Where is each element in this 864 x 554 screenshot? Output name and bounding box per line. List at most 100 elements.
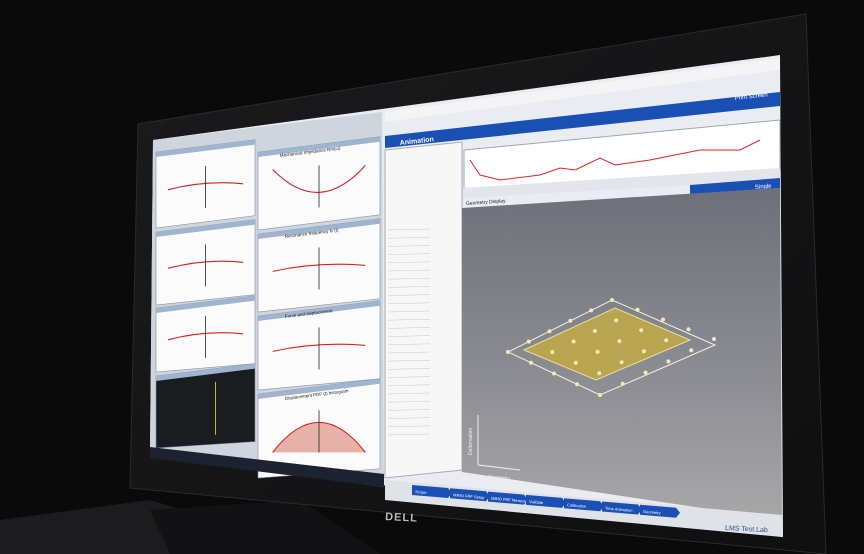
- plot-header: [258, 378, 380, 399]
- plot-header: [156, 219, 255, 237]
- geometry-node: [598, 393, 602, 397]
- workflow-tab-label[interactable]: Geometry: [643, 509, 661, 516]
- plot-header: [258, 218, 380, 239]
- geometry-node: [592, 328, 597, 333]
- brand: LMS Test.Lab: [725, 525, 768, 534]
- geometry-node: [666, 359, 671, 364]
- geometry-node: [552, 371, 556, 376]
- geometry-node: [712, 337, 716, 341]
- taskbar: [150, 447, 384, 487]
- table-row: [387, 310, 431, 313]
- table-row: [387, 417, 431, 419]
- table-row: [387, 351, 431, 354]
- print-button[interactable]: Print Screen: [735, 92, 768, 102]
- workflow-tab-label[interactable]: MIMO FRF Setup: [453, 492, 485, 500]
- table-row: [387, 302, 431, 305]
- workflow-tab-label[interactable]: Time Animation: [605, 506, 633, 513]
- workflow-tab[interactable]: [564, 498, 604, 512]
- geometry-node: [639, 328, 644, 333]
- table-row: [387, 343, 431, 346]
- toolbar: [462, 168, 780, 198]
- table-row: [387, 294, 431, 296]
- window-title: Animation: [399, 136, 434, 147]
- plot-header: [156, 139, 255, 157]
- mode-bar: [690, 178, 780, 194]
- workflow-tab-label[interactable]: Validate: [529, 499, 544, 505]
- table-row: [387, 261, 431, 264]
- geometry-node: [610, 298, 614, 302]
- workflow-tab[interactable]: [640, 504, 680, 518]
- geometry-node: [506, 350, 510, 354]
- table-row: [387, 433, 431, 436]
- plot-title: Force and displacement: [285, 308, 334, 319]
- workflow-tab[interactable]: [602, 501, 642, 515]
- geometry-node: [643, 370, 648, 375]
- table-row: [387, 368, 431, 370]
- table-row: [387, 335, 431, 337]
- geometry-node: [619, 360, 624, 365]
- geometry-node: [571, 339, 576, 344]
- geometry-node: [664, 338, 669, 343]
- workflow-tab[interactable]: [412, 485, 452, 498]
- geometry-node: [641, 349, 646, 354]
- table-row: [387, 392, 431, 395]
- table-row: [387, 384, 431, 387]
- geometry-node: [617, 339, 622, 344]
- workflow-tab[interactable]: [526, 494, 566, 508]
- table-row: [387, 245, 431, 247]
- table-row: [387, 286, 431, 288]
- table-row: [387, 253, 431, 255]
- geometry-panel-title: Geometry Display: [466, 198, 507, 207]
- axis-label: Deformation: [468, 428, 474, 455]
- table-row: [387, 400, 431, 403]
- workflow-tab[interactable]: [488, 491, 528, 505]
- geometry-node: [597, 371, 602, 376]
- plot-header: [156, 295, 255, 313]
- geometry-node: [529, 360, 533, 365]
- geometry-node: [589, 308, 594, 313]
- geometry-node: [526, 339, 531, 344]
- table-row: [387, 425, 431, 428]
- axis-line: [477, 464, 521, 471]
- table-row: [387, 269, 431, 272]
- axis-label: Geometry: [488, 474, 511, 482]
- view-mode[interactable]: Single: [755, 184, 773, 191]
- keyboard: [150, 500, 380, 554]
- menu-bar: [385, 58, 780, 122]
- header-bar: [385, 92, 780, 148]
- workflow-tab-label[interactable]: MIMO FRF Measure: [491, 496, 529, 504]
- geometry-node: [547, 329, 552, 334]
- workflow-tab-label[interactable]: Calibration: [567, 502, 586, 509]
- workflow-tab-label[interactable]: Scope: [415, 489, 428, 495]
- table-row: [387, 409, 431, 411]
- geometry-node: [568, 318, 573, 323]
- geometry-node: [573, 360, 578, 365]
- properties-panel: [384, 141, 463, 479]
- geometry-node: [661, 317, 665, 322]
- monitor-logo: DELL: [385, 511, 418, 525]
- table-row: [387, 376, 431, 378]
- geometry-node: [686, 327, 691, 332]
- workflow-tab[interactable]: [450, 488, 490, 502]
- plot-header: [156, 363, 255, 381]
- geometry-outline: [506, 299, 717, 396]
- table-row: [387, 236, 431, 239]
- table-row: [387, 277, 431, 280]
- plot-title: Resonance frequency fs (t): [285, 227, 340, 239]
- geometry-node: [689, 348, 694, 353]
- geometry-plate: [522, 307, 692, 381]
- frf-curve: [469, 139, 761, 181]
- geometry-node: [614, 318, 619, 323]
- geometry-node: [595, 349, 600, 354]
- geometry-node: [635, 307, 640, 312]
- geometry-node: [620, 381, 625, 386]
- plot-header: [258, 136, 380, 157]
- geometry-node: [550, 350, 555, 355]
- plot-header: [258, 300, 380, 321]
- geometry-node: [575, 382, 579, 387]
- table-row: [387, 327, 431, 329]
- table-row: [387, 228, 431, 231]
- table-row: [387, 318, 431, 321]
- table-row: [387, 359, 431, 362]
